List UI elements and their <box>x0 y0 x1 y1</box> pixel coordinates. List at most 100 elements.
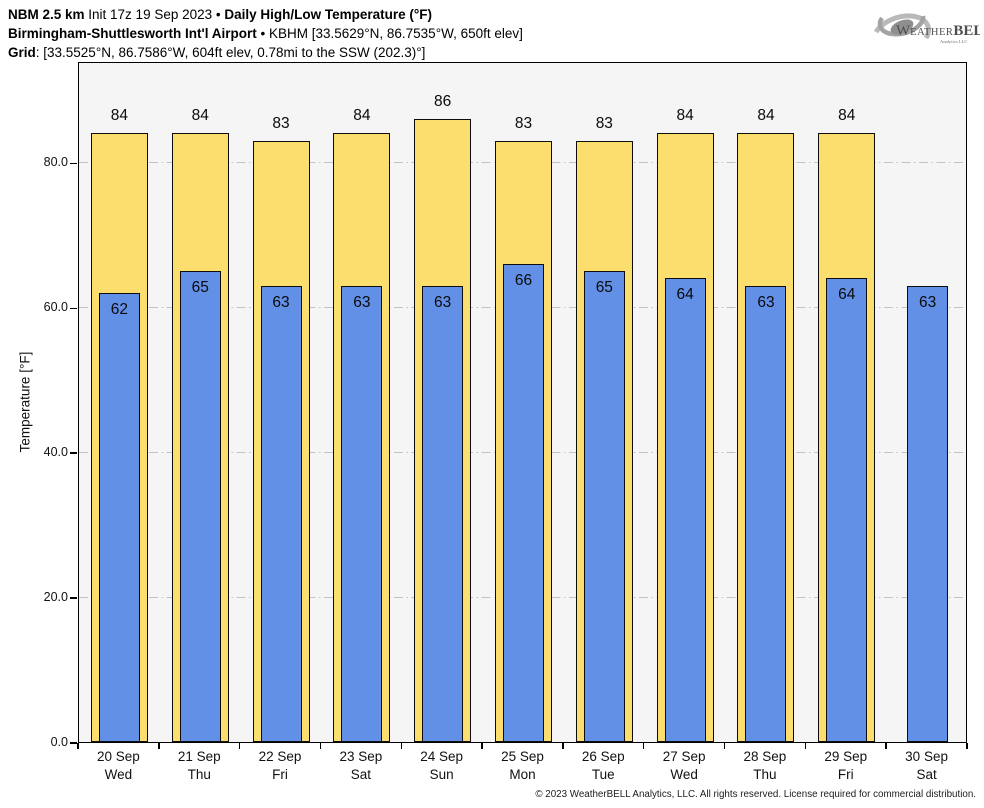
high-value-label: 84 <box>757 107 775 125</box>
x-label-date: 23 Sep <box>339 749 383 764</box>
x-label-day: Sat <box>916 766 937 782</box>
x-axis-label: 26 Sep Tue <box>563 748 644 783</box>
init-time: Init 17z 19 Sep 2023 <box>84 7 216 22</box>
x-label-day: Fri <box>837 766 854 782</box>
low-value-label: 62 <box>110 300 129 318</box>
x-tick-mark <box>885 743 887 749</box>
high-value-label: 84 <box>676 107 694 125</box>
x-label-date: 25 Sep <box>501 749 544 764</box>
low-bar <box>826 278 868 742</box>
y-tick-label: 80.0 <box>43 155 68 170</box>
x-axis-label: 23 Sep Sat <box>320 748 401 783</box>
high-value-label: 84 <box>110 107 129 125</box>
y-tick-mark <box>70 597 77 599</box>
header-line-1: NBM 2.5 km Init 17z 19 Sep 2023 • Daily … <box>8 5 523 24</box>
x-tick-mark <box>238 743 241 749</box>
low-bar <box>179 271 221 742</box>
x-label-date: 29 Sep <box>824 749 868 764</box>
x-label-date: 28 Sep <box>743 749 787 764</box>
station-details: KBHM [33.5629°N, 86.7535°W, 650ft elev] <box>268 26 523 41</box>
high-value-label: 84 <box>353 107 371 125</box>
y-tick-mark <box>70 307 77 310</box>
x-tick-mark <box>562 743 564 749</box>
low-value-label: 63 <box>272 293 290 311</box>
x-tick-mark <box>966 743 968 749</box>
grid-details: : [33.5525°N, 86.7586°W, 604ft elev, 0.7… <box>35 45 426 60</box>
x-label-date: 22 Sep <box>258 749 302 764</box>
x-label-date: 26 Sep <box>581 749 625 764</box>
high-value-label: 83 <box>595 114 613 132</box>
x-label-date: 20 Sep <box>97 749 140 764</box>
header-line-2: Birmingham-Shuttlesworth Int'l Airport •… <box>8 24 523 43</box>
low-value-label: 63 <box>918 293 937 311</box>
x-tick-mark <box>158 743 160 749</box>
x-label-day: Mon <box>509 766 536 782</box>
x-axis-label: 25 Sep Mon <box>482 748 563 783</box>
x-tick-mark <box>804 743 807 749</box>
high-value-label: 83 <box>514 114 533 132</box>
bullet-separator: • <box>256 26 269 41</box>
low-value-label: 64 <box>838 286 856 304</box>
x-label-day: Sun <box>429 766 454 782</box>
chart-header: NBM 2.5 km Init 17z 19 Sep 2023 • Daily … <box>8 5 523 62</box>
y-tick-label: 0.0 <box>50 735 68 749</box>
low-bar <box>98 292 140 742</box>
high-value-label: 86 <box>434 92 452 110</box>
x-tick-mark <box>319 743 322 749</box>
low-value-label: 65 <box>191 279 209 297</box>
x-axis-label: 21 Sep Thu <box>159 748 240 783</box>
x-label-day: Thu <box>753 766 777 782</box>
low-bar <box>583 271 625 742</box>
bullet-separator: • <box>215 7 225 22</box>
x-label-day: Sat <box>350 766 371 782</box>
x-label-date: 30 Sep <box>905 749 948 764</box>
logo-wordmark: WEATHERBELL <box>896 23 980 39</box>
high-value-label: 84 <box>838 107 856 125</box>
low-bar <box>745 285 787 742</box>
x-label-day: Fri <box>272 766 288 782</box>
low-bar <box>907 285 949 742</box>
logo-subtext: Analytics LLC <box>940 39 967 44</box>
y-tick-label: 60.0 <box>43 300 68 315</box>
low-bar <box>422 285 464 742</box>
plot-area: 84 62 84 65 83 63 84 63 86 63 83 66 83 65 84 64 84 63 84 64… <box>78 62 967 743</box>
x-label-date: 21 Sep <box>177 749 221 764</box>
low-value-label: 63 <box>353 293 371 311</box>
x-label-day: Wed <box>104 766 133 782</box>
x-axis-label: 30 Sep Sat <box>886 748 967 783</box>
hurricane-swirl-icon <box>873 13 932 40</box>
high-value-label: 83 <box>272 114 290 132</box>
y-tick-label: 40.0 <box>43 445 68 460</box>
x-tick-mark <box>723 743 726 749</box>
x-tick-mark <box>642 743 645 749</box>
x-tick-mark <box>400 743 403 749</box>
copyright-notice: © 2023 WeatherBELL Analytics, LLC. All r… <box>535 789 976 800</box>
x-axis-label: 20 Sep Wed <box>78 748 159 783</box>
x-label-date: 24 Sep <box>420 749 464 764</box>
x-label-day: Thu <box>187 766 211 782</box>
y-axis-title: Temperature [°F] <box>17 351 33 453</box>
header-line-3: Grid: [33.5525°N, 86.7586°W, 604ft elev,… <box>8 43 523 62</box>
x-label-date: 27 Sep <box>662 749 706 764</box>
low-bar <box>503 263 544 742</box>
y-tick-label: 20.0 <box>43 590 68 605</box>
product-title: Daily High/Low Temperature (°F) <box>224 7 433 22</box>
weatherbell-logo: WEATHERBELL Analytics LLC <box>873 13 980 44</box>
low-bar <box>260 285 302 742</box>
y-tick-mark <box>70 162 77 165</box>
model-name: NBM 2.5 km <box>8 7 85 22</box>
x-axis-label: 29 Sep Fri <box>805 748 886 783</box>
x-tick-mark <box>77 743 79 749</box>
low-value-label: 64 <box>676 286 694 304</box>
y-tick-mark <box>70 742 77 744</box>
x-label-day: Wed <box>670 766 698 782</box>
x-label-day: Tue <box>591 766 615 782</box>
x-axis-label: 27 Sep Wed <box>644 748 725 783</box>
station-name: Birmingham-Shuttlesworth Int'l Airport <box>8 26 257 41</box>
low-value-label: 63 <box>757 293 775 311</box>
low-value-label: 63 <box>434 293 452 311</box>
high-value-label: 84 <box>191 107 209 125</box>
low-bar <box>664 278 706 742</box>
x-axis-label: 22 Sep Fri <box>240 748 321 783</box>
